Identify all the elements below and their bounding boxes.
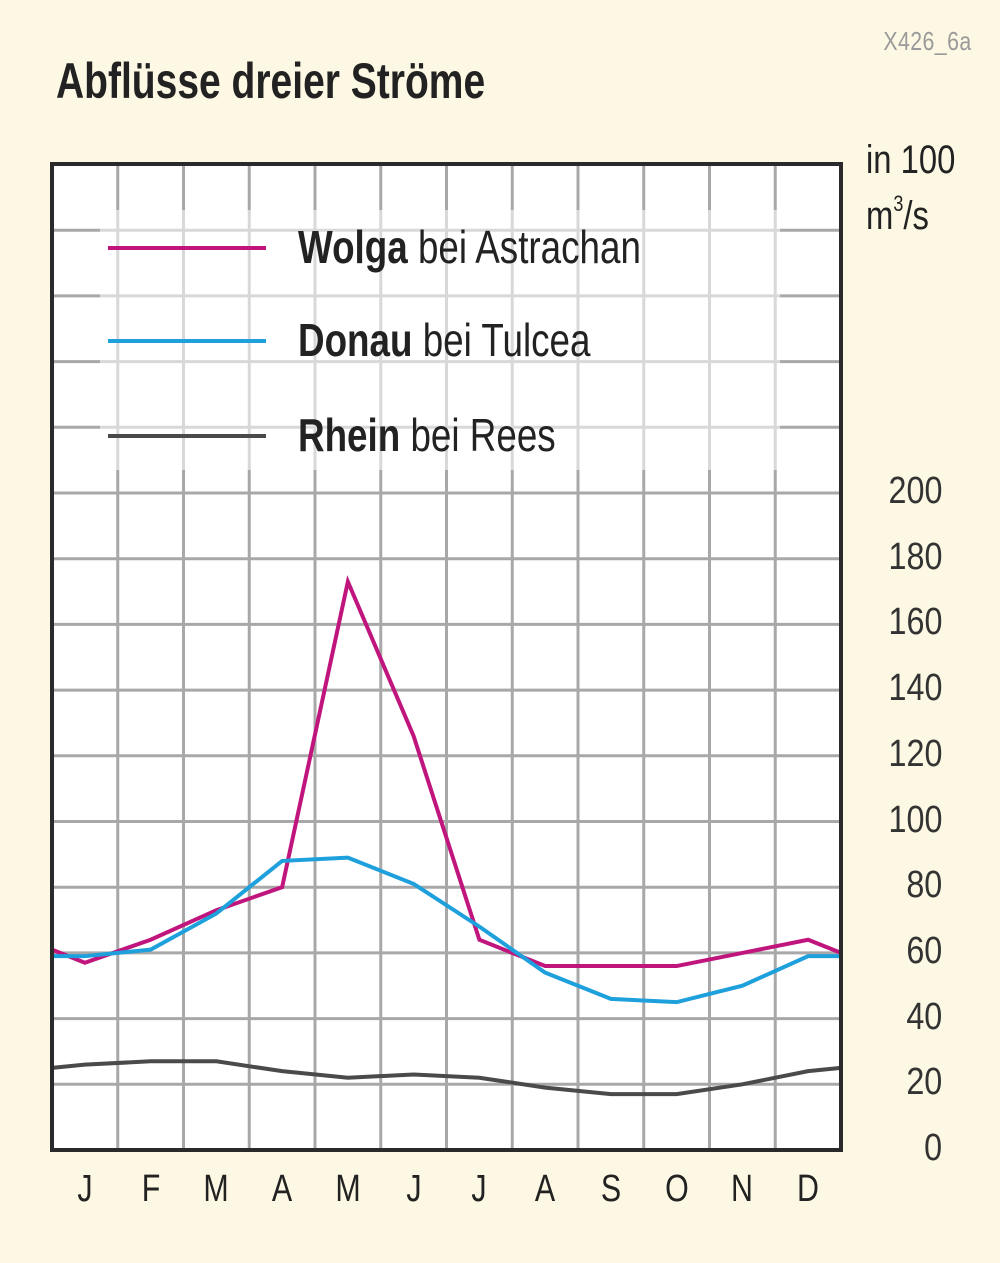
y-tick-label: 0 xyxy=(924,1127,942,1169)
unit-line-1: in 100 xyxy=(866,138,956,182)
legend-suffix: bei Tulcea xyxy=(412,314,591,366)
series-line-donau xyxy=(52,855,841,1005)
legend-item-rhein: Rhein bei Rees xyxy=(298,408,556,462)
legend-name: Donau xyxy=(298,314,413,366)
plot-frame xyxy=(50,162,843,1152)
y-tick-label: 60 xyxy=(906,929,942,972)
y-tick-label: 160 xyxy=(888,601,942,644)
unit-rest: /s xyxy=(903,194,929,238)
unit-base: m xyxy=(866,194,894,238)
y-axis-unit: in 100 m3/s xyxy=(866,138,955,238)
legend-name: Rhein xyxy=(298,409,401,461)
y-tick-label: 40 xyxy=(906,995,942,1038)
y-tick-label: 100 xyxy=(888,798,942,841)
x-tick-label: J xyxy=(406,1168,422,1210)
x-tick-label: A xyxy=(534,1168,556,1210)
chart-title: Abflüsse dreier Ströme xyxy=(56,53,486,109)
x-tick-label: J xyxy=(471,1168,487,1210)
x-tick-label: F xyxy=(141,1168,160,1210)
y-tick-label: 180 xyxy=(888,535,942,578)
unit-sup: 3 xyxy=(893,191,904,216)
series-line-wolga xyxy=(51,575,842,969)
x-tick-label: S xyxy=(600,1168,622,1210)
legend-swatches xyxy=(108,246,266,438)
x-tick-label: M xyxy=(335,1168,361,1210)
y-tick-label: 120 xyxy=(888,732,942,775)
y-tick-label: 140 xyxy=(888,667,942,710)
x-tick-label: N xyxy=(731,1168,754,1210)
legend-suffix: bei Rees xyxy=(400,409,556,461)
x-tick-label: A xyxy=(271,1168,293,1210)
x-tick-label: D xyxy=(797,1168,820,1210)
y-tick-label: 80 xyxy=(906,864,942,907)
legend-suffix: bei Astrachan xyxy=(407,221,641,273)
y-tick-label: 200 xyxy=(888,470,942,512)
x-tick-label: M xyxy=(203,1168,230,1210)
legend-item-donau: Donau bei Tulcea xyxy=(298,313,590,367)
x-tick-label: O xyxy=(664,1168,689,1210)
series-line-rhein xyxy=(51,1059,842,1097)
unit-line-2: m3/s xyxy=(866,182,955,238)
figure-code: X426_6a xyxy=(883,26,972,56)
y-tick-label: 20 xyxy=(906,1061,942,1104)
legend-name: Wolga xyxy=(298,221,408,273)
x-tick-label: J xyxy=(77,1168,93,1210)
data-lines xyxy=(51,575,842,1097)
legend-item-wolga: Wolga bei Astrachan xyxy=(298,220,641,274)
